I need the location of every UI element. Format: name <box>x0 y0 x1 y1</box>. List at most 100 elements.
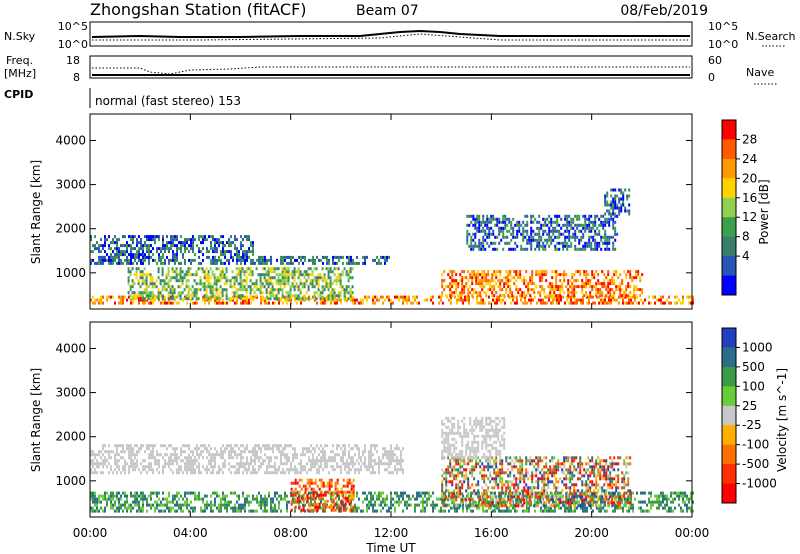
echo-cell <box>422 500 424 504</box>
echo-cell <box>243 279 246 283</box>
echo-cell <box>532 238 535 242</box>
echo-cell <box>273 297 276 301</box>
echo-cell <box>138 506 140 510</box>
echo-cell <box>608 220 611 224</box>
echo-cell <box>195 297 198 301</box>
echo-cell <box>290 255 292 259</box>
echo-cell <box>471 294 474 298</box>
echo-cell <box>270 497 272 501</box>
echo-cell <box>492 491 494 495</box>
echo-cell <box>372 459 374 463</box>
echo-cell <box>244 468 246 472</box>
echo-cell <box>139 270 142 274</box>
echo-cell <box>246 456 248 460</box>
echo-cell <box>220 301 222 305</box>
echo-cell <box>98 494 100 498</box>
echo-cell <box>576 298 578 302</box>
power-ylabel: Slant Range [km] <box>29 160 43 264</box>
echo-cell <box>336 298 338 302</box>
echo-cell <box>658 503 660 507</box>
echo-cell <box>394 500 396 504</box>
echo-cell <box>168 462 170 466</box>
echo-cell <box>630 506 632 510</box>
echo-cell <box>374 503 376 507</box>
echo-cell <box>528 235 531 239</box>
echo-cell <box>358 456 360 460</box>
echo-cell <box>538 214 541 218</box>
echo-cell <box>292 493 295 497</box>
echo-cell <box>690 497 692 501</box>
echo-cell <box>180 261 182 265</box>
echo-cell <box>151 291 154 295</box>
echo-cell <box>400 465 402 469</box>
echo-cell <box>268 301 270 305</box>
echo-cell <box>538 491 540 495</box>
echo-cell <box>548 232 551 236</box>
echo-cell <box>191 273 194 277</box>
echo-cell <box>320 478 323 482</box>
echo-cell <box>382 462 384 466</box>
echo-cell <box>208 453 210 457</box>
echo-cell <box>290 487 293 491</box>
echo-cell <box>303 282 306 286</box>
echo-cell <box>606 247 609 251</box>
echo-cell <box>156 247 158 251</box>
echo-cell <box>330 503 332 507</box>
echo-cell <box>524 301 526 305</box>
echo-cell <box>622 506 624 510</box>
echo-cell <box>650 503 652 507</box>
echo-cell <box>474 241 477 245</box>
echo-cell <box>619 288 622 292</box>
echo-cell <box>331 288 334 292</box>
echo-cell <box>616 232 619 236</box>
echo-cell <box>416 301 418 305</box>
echo-cell <box>499 270 502 274</box>
echo-cell <box>496 220 499 224</box>
echo-cell <box>424 298 426 302</box>
echo-cell <box>324 444 326 448</box>
echo-cell <box>194 506 196 510</box>
echo-cell <box>664 494 666 498</box>
echo-cell <box>505 291 508 295</box>
echo-cell <box>604 295 606 299</box>
echo-cell <box>406 500 408 504</box>
echo-cell <box>185 285 188 289</box>
echo-cell <box>260 298 262 302</box>
echo-cell <box>656 494 658 498</box>
echo-cell <box>240 509 242 513</box>
echo-cell <box>205 291 208 295</box>
echo-cell <box>490 226 493 230</box>
echo-cell <box>528 298 530 302</box>
echo-cell <box>328 456 330 460</box>
echo-cell <box>192 258 194 262</box>
echo-cell <box>548 500 550 504</box>
echo-cell <box>441 285 444 289</box>
echo-cell <box>642 301 644 305</box>
echo-cell <box>618 497 620 501</box>
echo-cell <box>633 291 636 295</box>
echo-cell <box>271 270 274 274</box>
echo-cell <box>264 453 266 457</box>
echo-cell <box>198 255 200 259</box>
echo-cell <box>205 285 208 289</box>
echo-cell <box>263 279 266 283</box>
echo-cell <box>462 509 464 513</box>
echo-cell <box>662 301 664 305</box>
echo-cell <box>572 220 575 224</box>
echo-cell <box>250 462 252 466</box>
echo-cell <box>364 456 366 460</box>
echo-cell <box>618 212 621 216</box>
echo-cell <box>114 255 116 259</box>
echo-cell <box>251 297 254 301</box>
echo-cell <box>244 295 246 299</box>
echo-cell <box>284 456 286 460</box>
echo-cell <box>116 509 118 513</box>
echo-cell <box>370 447 372 451</box>
echo-cell <box>302 484 305 488</box>
echo-cell <box>628 509 630 513</box>
echo-cell <box>338 490 341 494</box>
echo-cell <box>552 232 555 236</box>
echo-cell <box>132 453 134 457</box>
echo-cell <box>554 229 557 233</box>
echo-cell <box>633 285 636 289</box>
